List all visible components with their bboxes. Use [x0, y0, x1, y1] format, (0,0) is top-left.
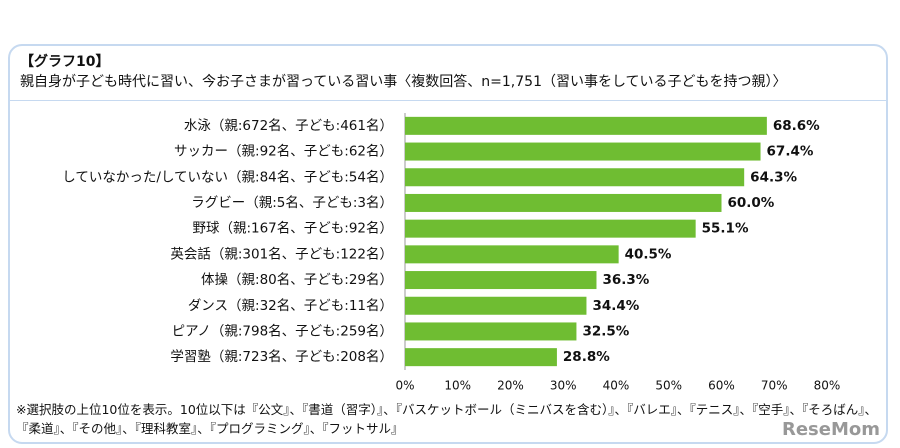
x-tick-label: 20%: [497, 379, 524, 393]
y-tick-label: していなかった/していない（親:84名、子ども:54名）: [62, 169, 393, 185]
y-tick-label: ピアノ（親:798名、子ども:259名）: [172, 323, 393, 339]
value-label: 60.0%: [728, 195, 775, 211]
x-tick-label: 80%: [814, 379, 841, 393]
x-tick-label: 30%: [550, 379, 577, 393]
bar: [405, 271, 597, 290]
bar: [405, 116, 767, 135]
bar: [405, 142, 761, 161]
bar: [405, 168, 745, 187]
x-tick-label: 40%: [603, 379, 630, 393]
value-label: 40.5%: [625, 246, 672, 262]
value-label: 34.4%: [592, 298, 639, 314]
bar: [405, 296, 587, 315]
y-tick-label: ラグビー（親:5名、子ども:3名）: [191, 195, 393, 211]
bar: [405, 219, 696, 238]
value-label: 55.1%: [702, 221, 749, 237]
frame: [8, 44, 888, 444]
y-tick-label: 野球（親:167名、子ども:92名）: [192, 221, 393, 237]
x-tick-label: 60%: [708, 379, 735, 393]
separator: [10, 100, 886, 101]
title-block: 【グラフ10】 親自身が子ども時代に習い、今お子さまが習っている習い事〈複数回答…: [20, 52, 880, 92]
value-label: 64.3%: [750, 169, 797, 185]
y-tick-label: サッカー（親:92名、子ども:62名）: [174, 144, 393, 160]
y-tick-label: 学習塾（親:723名、子ども:208名）: [170, 349, 393, 365]
y-tick-label: 体操（親:80名、子ども:29名）: [201, 272, 393, 288]
y-tick-label: 水泳（親:672名、子ども:461名）: [184, 118, 393, 134]
value-label: 32.5%: [582, 323, 629, 339]
x-tick-label: 70%: [761, 379, 788, 393]
x-tick-label: 50%: [655, 379, 682, 393]
value-label: 36.3%: [602, 272, 649, 288]
watermark: ReseMom: [782, 419, 880, 440]
bar: [405, 193, 722, 212]
value-label: 68.6%: [773, 118, 820, 134]
value-label: 67.4%: [767, 144, 814, 160]
bar: [405, 245, 619, 264]
x-tick-label: 0%: [395, 379, 414, 393]
bar: [405, 348, 557, 367]
figure-label: 【グラフ10】: [20, 54, 110, 70]
x-tick-label: 10%: [444, 379, 471, 393]
bar: [405, 322, 577, 341]
y-tick-label: 英会話（親:301名、子ども:122名）: [170, 245, 393, 262]
chart-title: 親自身が子ども時代に習い、今お子さまが習っている習い事〈複数回答、n=1,751…: [20, 74, 787, 90]
value-label: 28.8%: [563, 349, 610, 365]
footnote: ※選択肢の上位10位を表示。10位以下は『公文』、『書道（習字）』、『バスケット…: [16, 402, 878, 436]
y-tick-label: ダンス（親:32名、子ども:11名）: [188, 298, 393, 314]
